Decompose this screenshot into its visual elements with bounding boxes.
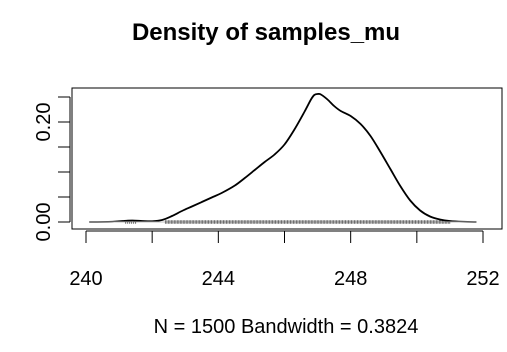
density-curve [89,92,477,223]
plot-frame [71,87,503,230]
x-tick-label: 244 [202,268,235,290]
chart-title: Density of samples_mu [132,19,400,46]
x-tick-label: 248 [334,268,367,290]
x-tick-label: 240 [69,268,102,290]
y-tick-label: 0.00 [33,203,55,242]
x-axis-label: N = 1500 Bandwidth = 0.3824 [154,316,419,338]
x-tick-label: 252 [466,268,499,290]
x-axis: 240 244 248 252 [69,230,500,290]
y-axis: 0.00 0.20 [33,96,71,242]
y-tick-label: 0.20 [33,103,55,142]
